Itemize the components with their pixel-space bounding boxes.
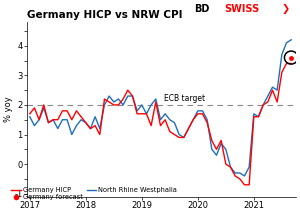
Legend: Germany HICP, Germany forecast, North Rhine Westphalia: Germany HICP, Germany forecast, North Rh…: [11, 187, 177, 200]
Text: Germany HICP vs NRW CPI: Germany HICP vs NRW CPI: [27, 10, 182, 20]
Y-axis label: % yoy: % yoy: [4, 97, 13, 122]
Text: BD: BD: [194, 4, 209, 13]
Text: ECB target: ECB target: [164, 94, 205, 103]
Text: ❯: ❯: [281, 4, 289, 15]
Text: SWISS: SWISS: [225, 4, 260, 13]
